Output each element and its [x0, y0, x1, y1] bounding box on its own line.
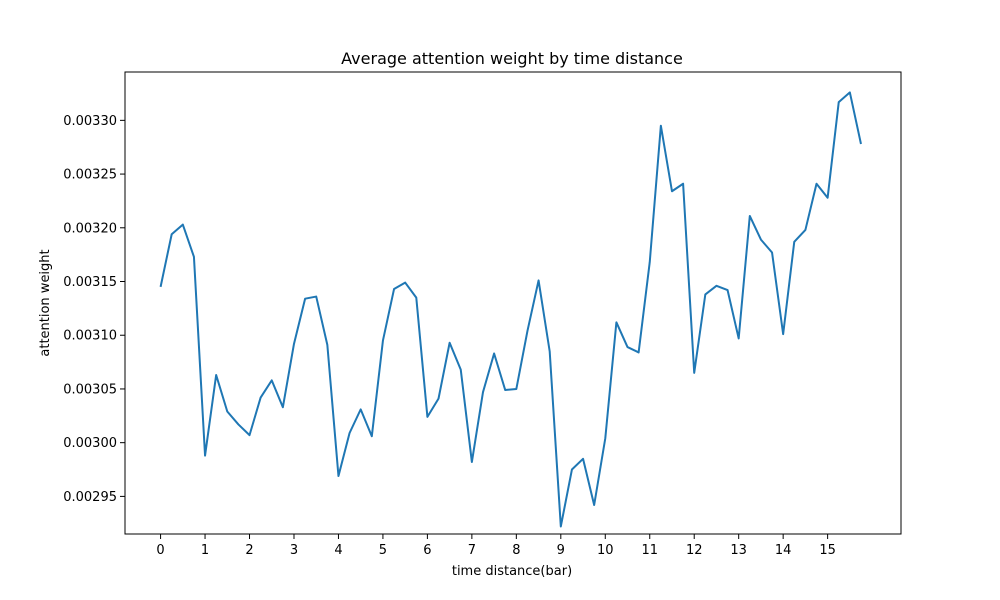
- y-tick-label: 0.00315: [63, 275, 117, 290]
- series-line: [159, 91, 862, 528]
- y-axis: 0.00295 0.00300 0.00305 0.00310 0.00315 0.003…: [63, 114, 125, 505]
- y-tick-label: 0.00330: [63, 114, 117, 129]
- x-tick-label: 7: [468, 543, 476, 558]
- chart-title: Average attention weight by time distanc…: [341, 49, 683, 68]
- x-tick-label: 0: [156, 543, 164, 558]
- x-tick-label: 12: [686, 543, 703, 558]
- x-tick-label: 1: [201, 543, 209, 558]
- x-tick-label: 5: [379, 543, 387, 558]
- y-tick-label: 0.00300: [63, 436, 117, 451]
- x-tick-label: 8: [512, 543, 520, 558]
- plot-area-frame: [124, 71, 902, 535]
- x-axis: 0 1 2 3 4 5 6 7 8 9 10 11 12 13 14 15: [156, 534, 836, 558]
- x-tick-label: 13: [730, 543, 747, 558]
- x-axis-label: time distance(bar): [452, 564, 572, 579]
- y-tick-label: 0.00295: [63, 490, 117, 505]
- x-tick-label: 15: [819, 543, 836, 558]
- x-tick-label: 2: [245, 543, 253, 558]
- x-tick-label: 9: [557, 543, 565, 558]
- y-axis-label: attention weight: [38, 249, 53, 356]
- y-tick-label: 0.00320: [63, 221, 117, 236]
- x-tick-label: 4: [334, 543, 342, 558]
- series-line-group: [159, 91, 862, 528]
- x-tick-label: 11: [641, 543, 658, 558]
- x-tick-label: 14: [775, 543, 792, 558]
- y-tick-label: 0.00305: [63, 382, 117, 397]
- x-tick-label: 6: [423, 543, 431, 558]
- x-tick-label: 3: [290, 543, 298, 558]
- y-tick-label: 0.00310: [63, 329, 117, 344]
- y-tick-label: 0.00325: [63, 168, 117, 183]
- x-tick-label: 10: [597, 543, 614, 558]
